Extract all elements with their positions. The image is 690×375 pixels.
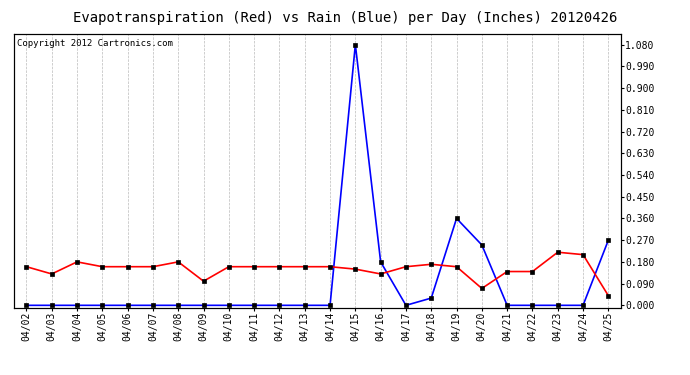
Text: Copyright 2012 Cartronics.com: Copyright 2012 Cartronics.com <box>17 39 172 48</box>
Text: Evapotranspiration (Red) vs Rain (Blue) per Day (Inches) 20120426: Evapotranspiration (Red) vs Rain (Blue) … <box>73 11 617 25</box>
